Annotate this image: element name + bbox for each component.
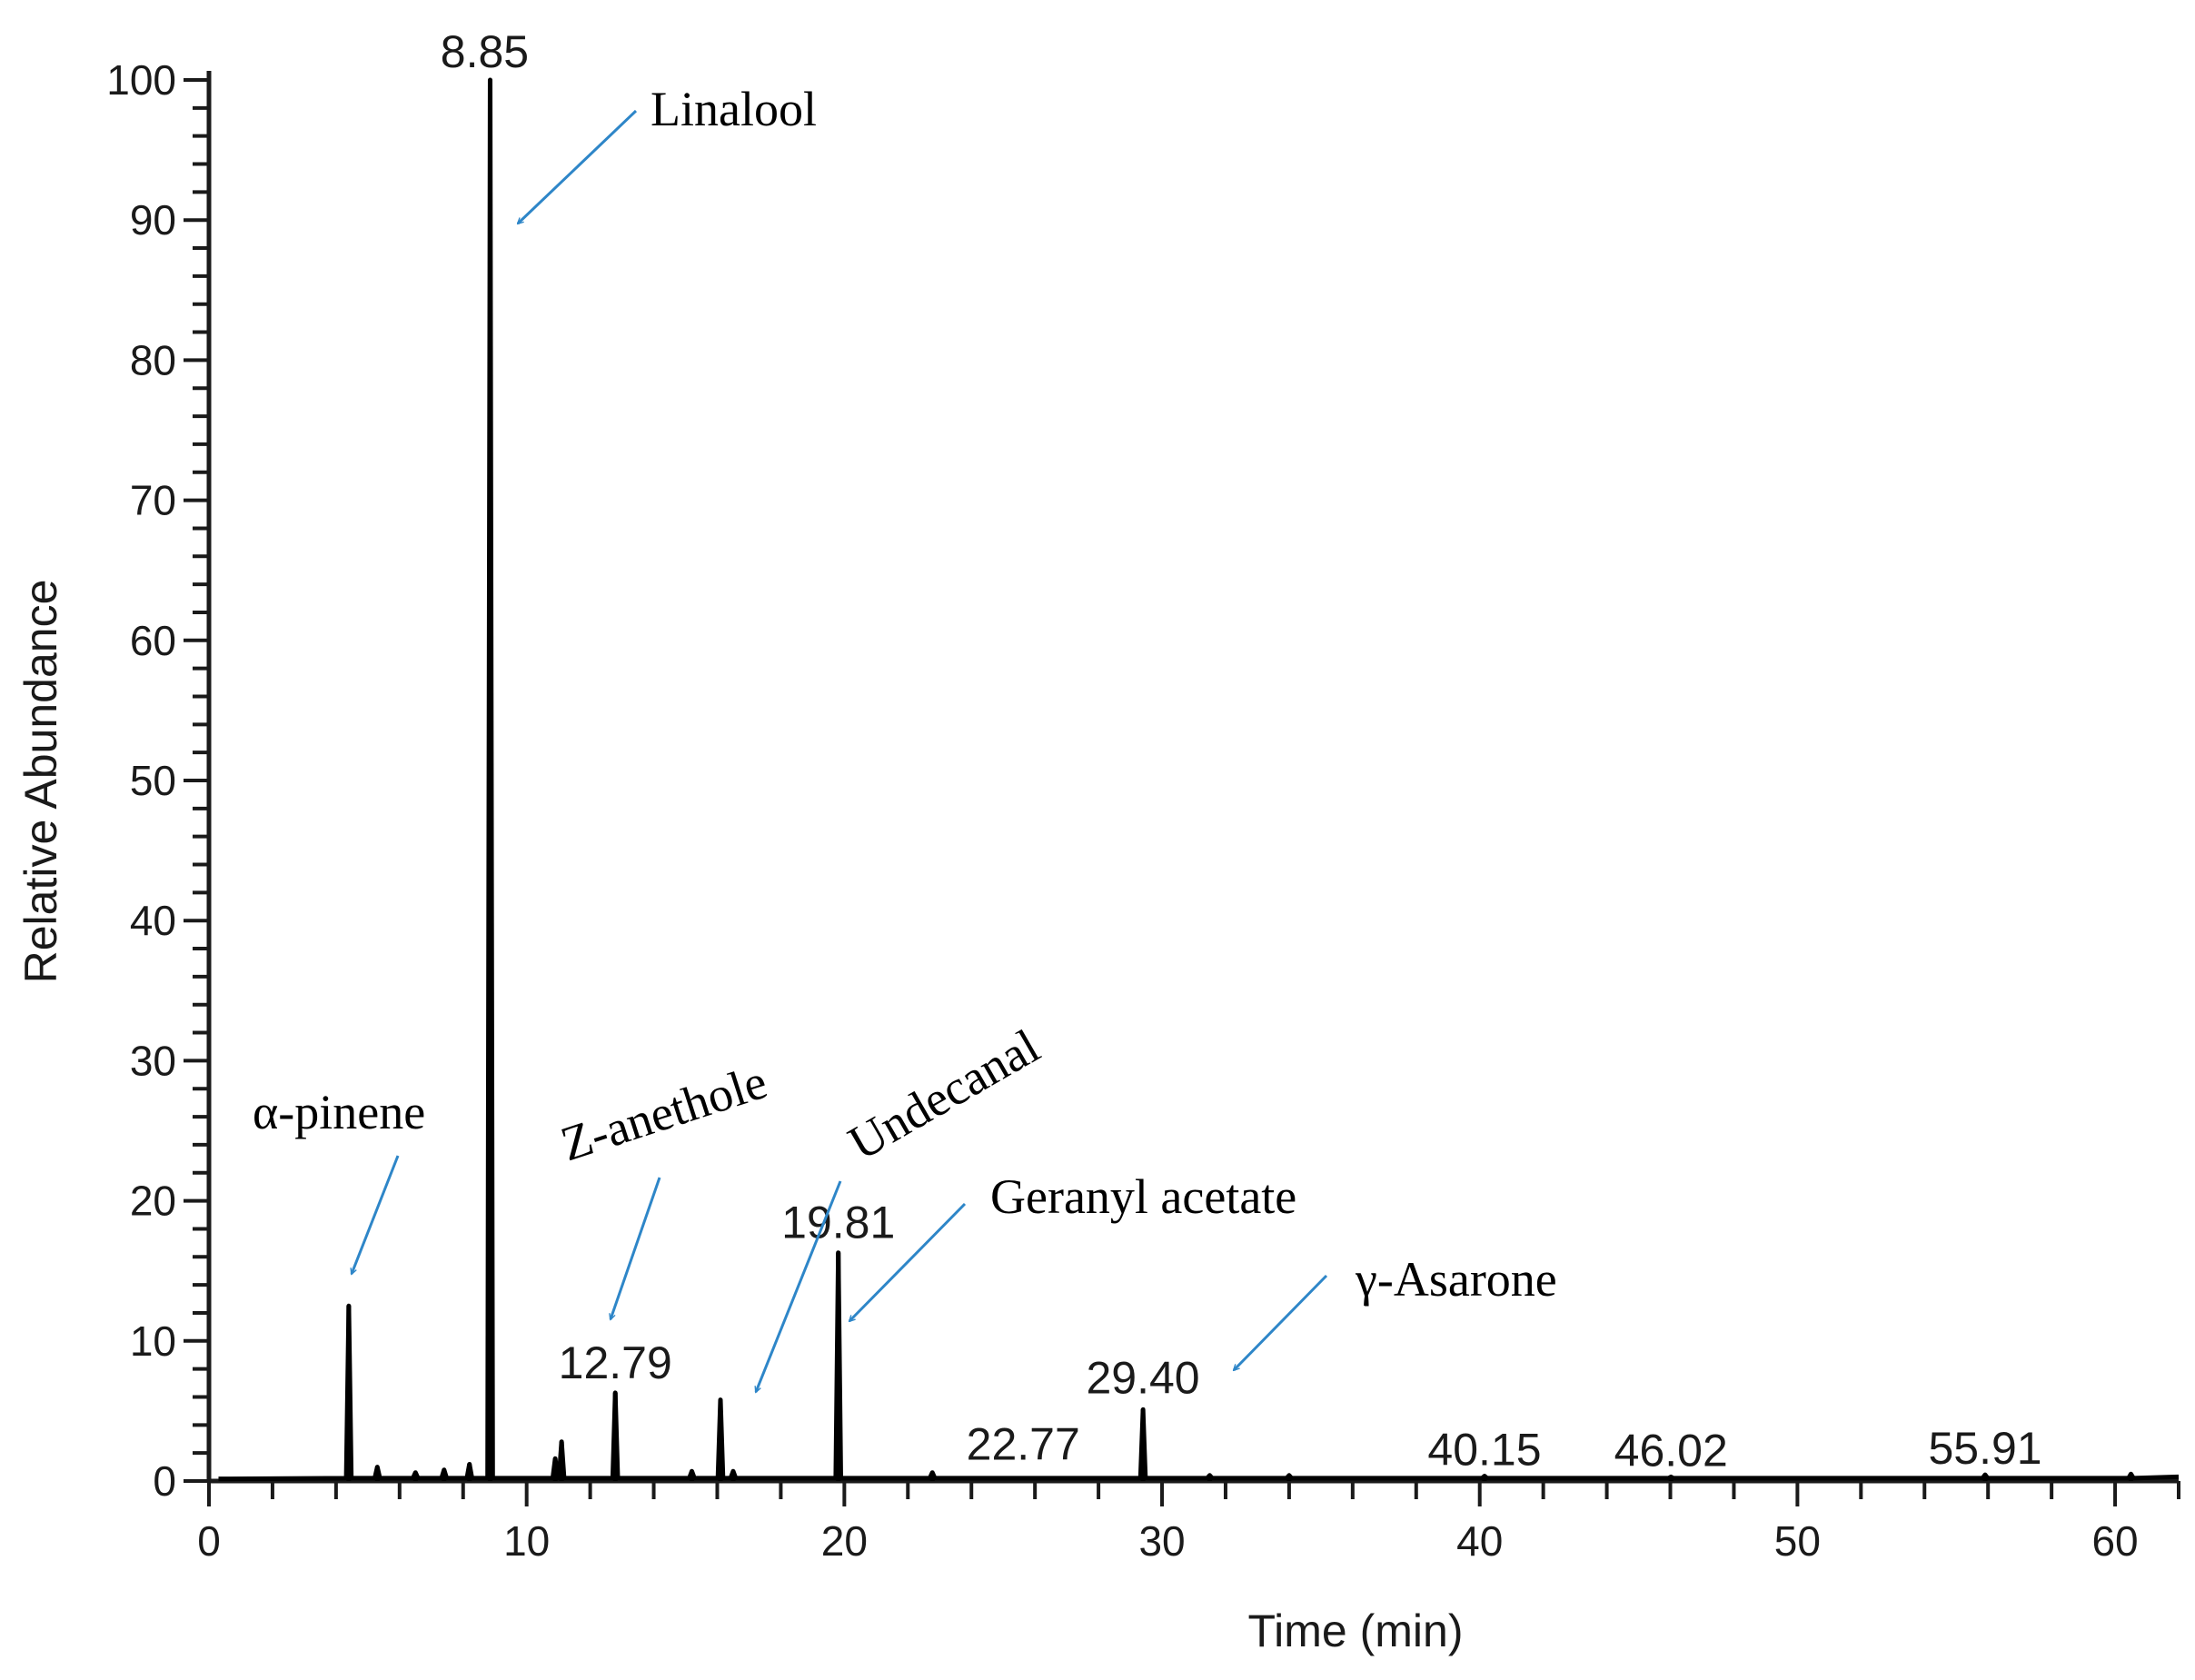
peak-time-label: 29.40 — [1086, 1352, 1199, 1403]
y-axis-label: Relative Abundance — [15, 580, 66, 984]
x-tick-label: 50 — [1774, 1517, 1821, 1565]
compound-label: Undecanal — [839, 1019, 1048, 1170]
x-tick-label: 0 — [197, 1517, 221, 1565]
y-tick-label: 10 — [130, 1317, 176, 1365]
peak-time-label: 46.02 — [1614, 1425, 1728, 1476]
axes — [206, 71, 2179, 1484]
y-tick-label: 50 — [130, 757, 176, 804]
peak-time-label: 22.77 — [967, 1419, 1080, 1470]
y-tick-label: 20 — [130, 1178, 176, 1225]
y-tick-label: 80 — [130, 336, 176, 383]
annotation-arrow — [1234, 1274, 1328, 1370]
axis-ticks: 0 10 20 30 40 50 60 0 10 20 30 40 50 60 70 80 90 100 — [106, 56, 2180, 1565]
peak-time-label: 55.91 — [1928, 1423, 2041, 1474]
x-axis-label: Time (min) — [1247, 1605, 1463, 1656]
x-tick-label: 40 — [1456, 1517, 1503, 1565]
compound-label: Z-anethole — [554, 1054, 773, 1171]
compound-label: Geranyl acetate — [990, 1169, 1296, 1224]
y-tick-label: 70 — [130, 477, 176, 524]
peak-time-label: 8.85 — [441, 26, 529, 77]
x-tick-label: 10 — [503, 1517, 550, 1565]
x-tick-label: 60 — [2091, 1517, 2138, 1565]
y-tick-label: 40 — [130, 897, 176, 944]
peak-time-label: 19.81 — [781, 1198, 895, 1248]
y-tick-label: 0 — [153, 1457, 176, 1505]
annotation-arrow — [756, 1180, 842, 1392]
x-tick-label: 30 — [1138, 1517, 1185, 1565]
peak-time-label: 40.15 — [1427, 1425, 1541, 1476]
y-tick-label: 60 — [130, 617, 176, 664]
annotation-arrow — [611, 1177, 661, 1319]
peak-time-label: 12.79 — [559, 1337, 672, 1388]
y-tick-label: 90 — [130, 196, 176, 244]
annotation-arrow — [518, 109, 638, 224]
y-tick-label: 30 — [130, 1037, 176, 1084]
compound-label: Linalool — [651, 82, 817, 136]
compound-annotations: Linalool α-pinene Z-anethole UndecanalGeran… — [253, 82, 1557, 1392]
annotation-arrow — [849, 1202, 967, 1321]
chromatogram-line — [218, 77, 2180, 1482]
y-tick-label: 100 — [106, 56, 176, 104]
x-tick-label: 20 — [821, 1517, 868, 1565]
annotation-arrow — [352, 1155, 400, 1274]
compound-label: α-pinene — [253, 1085, 425, 1139]
compound-label: γ-Asarone — [1355, 1252, 1557, 1307]
chromatogram-trace — [218, 77, 2180, 1482]
